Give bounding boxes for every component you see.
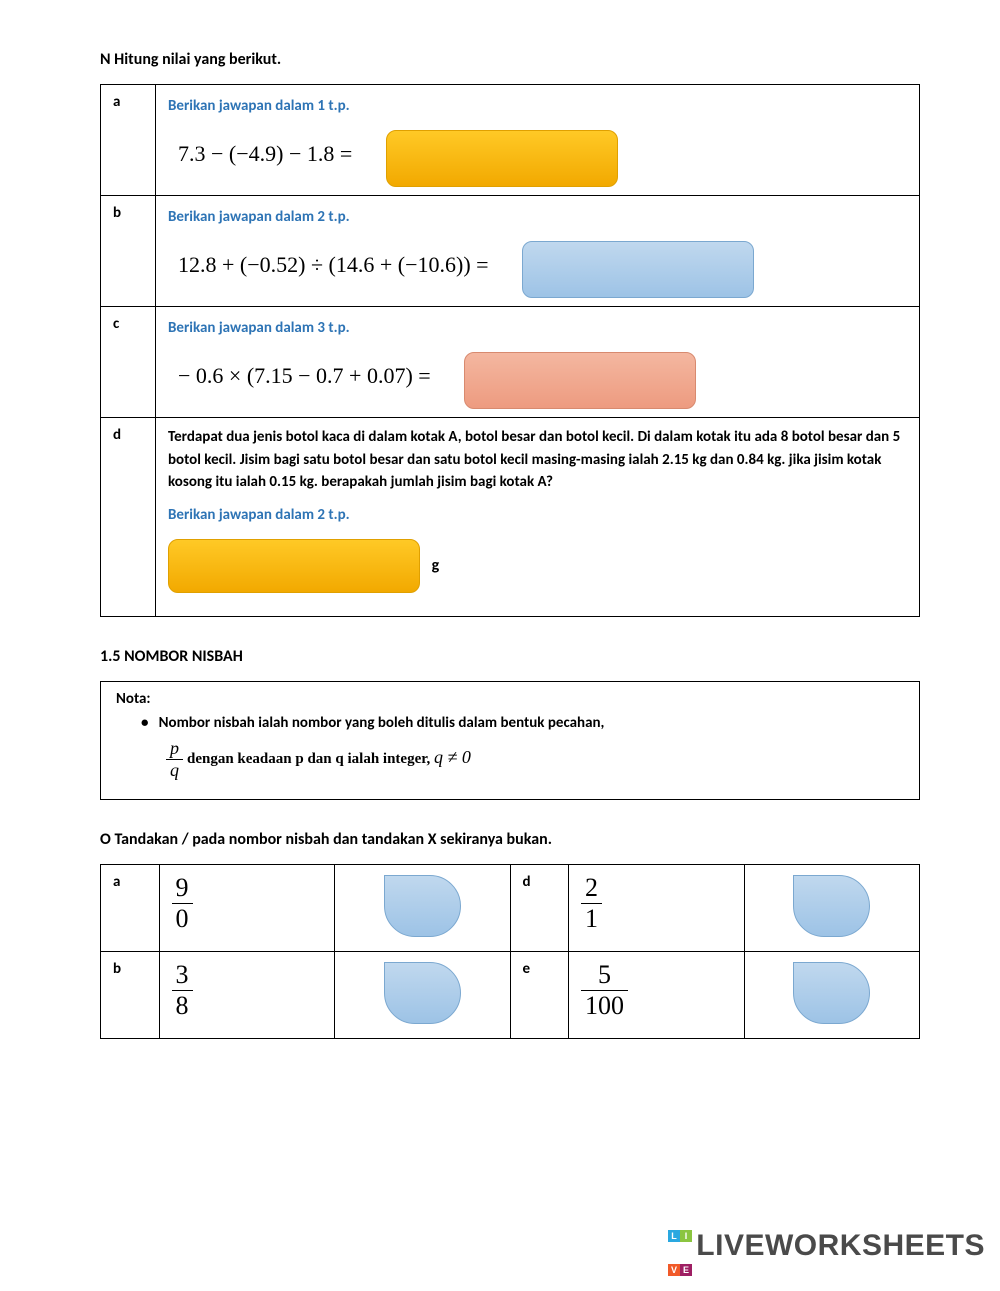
section-1-5-title: 1.5 NOMBOR NISBAH [100, 647, 920, 666]
answer-box[interactable] [522, 241, 754, 298]
nota-bullet: • Nombor nisbah ialah nombor yang boleh … [141, 714, 904, 732]
frac-num: 5 [581, 960, 628, 991]
instruction-text: Berikan jawapan dalam 3 t.p. [168, 319, 907, 337]
equation: 7.3 − (−4.9) − 1.8 = [178, 141, 352, 167]
frac-den: 100 [581, 991, 628, 1021]
fraction-cell: 3 8 [159, 951, 335, 1038]
equation: − 0.6 × (7.15 − 0.7 + 0.07) = [178, 363, 431, 389]
frac-den: 0 [172, 904, 193, 934]
nota-box: Nota: • Nombor nisbah ialah nombor yang … [100, 681, 920, 800]
watermark: LI VE LIVEWORKSHEETS [668, 1213, 985, 1281]
row-content: Terdapat dua jenis botol kaca di dalam k… [156, 418, 920, 617]
answer-cell [744, 951, 920, 1038]
row-letter: a [101, 85, 156, 196]
row-letter: c [101, 307, 156, 418]
frac-den: q [166, 760, 183, 781]
row-content: Berikan jawapan dalam 2 t.p. 12.8 + (−0.… [156, 196, 920, 307]
drop-answer[interactable] [793, 875, 870, 937]
watermark-icon: LI VE [668, 1213, 692, 1281]
frac-num: p [166, 738, 183, 760]
table-o: a 9 0 d 2 1 b 3 8 [100, 864, 920, 1039]
watermark-text: LIVEWORKSHEETS [696, 1229, 985, 1262]
cell-letter: b [101, 951, 160, 1038]
cell-letter: e [510, 951, 569, 1038]
answer-box[interactable] [168, 539, 420, 593]
row-letter: d [101, 418, 156, 617]
section-n-title: N Hitung nilai yang berikut. [100, 50, 920, 69]
frac-den: 8 [172, 991, 193, 1021]
word-problem: Terdapat dua jenis botol kaca di dalam k… [168, 426, 907, 494]
cell-letter: a [101, 864, 160, 951]
frac-num: 3 [172, 960, 193, 991]
answer-cell [744, 864, 920, 951]
answer-cell [335, 951, 511, 1038]
fraction-cell: 5 100 [569, 951, 745, 1038]
drop-answer[interactable] [384, 962, 461, 1024]
row-letter: b [101, 196, 156, 307]
instruction-text: Berikan jawapan dalam 2 t.p. [168, 208, 907, 226]
fraction-pq: p q [166, 738, 183, 781]
frac-num: 2 [581, 873, 602, 904]
unit-label: g [432, 556, 440, 575]
instruction-text: Berikan jawapan dalam 1 t.p. [168, 97, 907, 115]
row-content: Berikan jawapan dalam 1 t.p. 7.3 − (−4.9… [156, 85, 920, 196]
fraction-cell: 2 1 [569, 864, 745, 951]
equation: 12.8 + (−0.52) ÷ (14.6 + (−10.6)) = [178, 252, 489, 278]
instruction-text: Berikan jawapan dalam 2 t.p. [168, 506, 907, 524]
nota-cond-text: dengan keadaan p dan q ialah integer, [187, 751, 434, 767]
frac-num: 9 [172, 873, 193, 904]
row-content: Berikan jawapan dalam 3 t.p. − 0.6 × (7.… [156, 307, 920, 418]
drop-answer[interactable] [384, 875, 461, 937]
nota-cond-math: q ≠ 0 [434, 747, 471, 767]
nota-label: Nota: [116, 690, 904, 708]
frac-den: 1 [581, 904, 602, 934]
section-o-title: O Tandakan / pada nombor nisbah dan tand… [100, 830, 920, 849]
cell-letter: d [510, 864, 569, 951]
table-n: a Berikan jawapan dalam 1 t.p. 7.3 − (−4… [100, 84, 920, 617]
nota-bullet-text: Nombor nisbah ialah nombor yang boleh di… [159, 714, 605, 732]
answer-cell [335, 864, 511, 951]
answer-box[interactable] [464, 352, 696, 409]
fraction-cell: 9 0 [159, 864, 335, 951]
answer-box[interactable] [386, 130, 618, 187]
drop-answer[interactable] [793, 962, 870, 1024]
